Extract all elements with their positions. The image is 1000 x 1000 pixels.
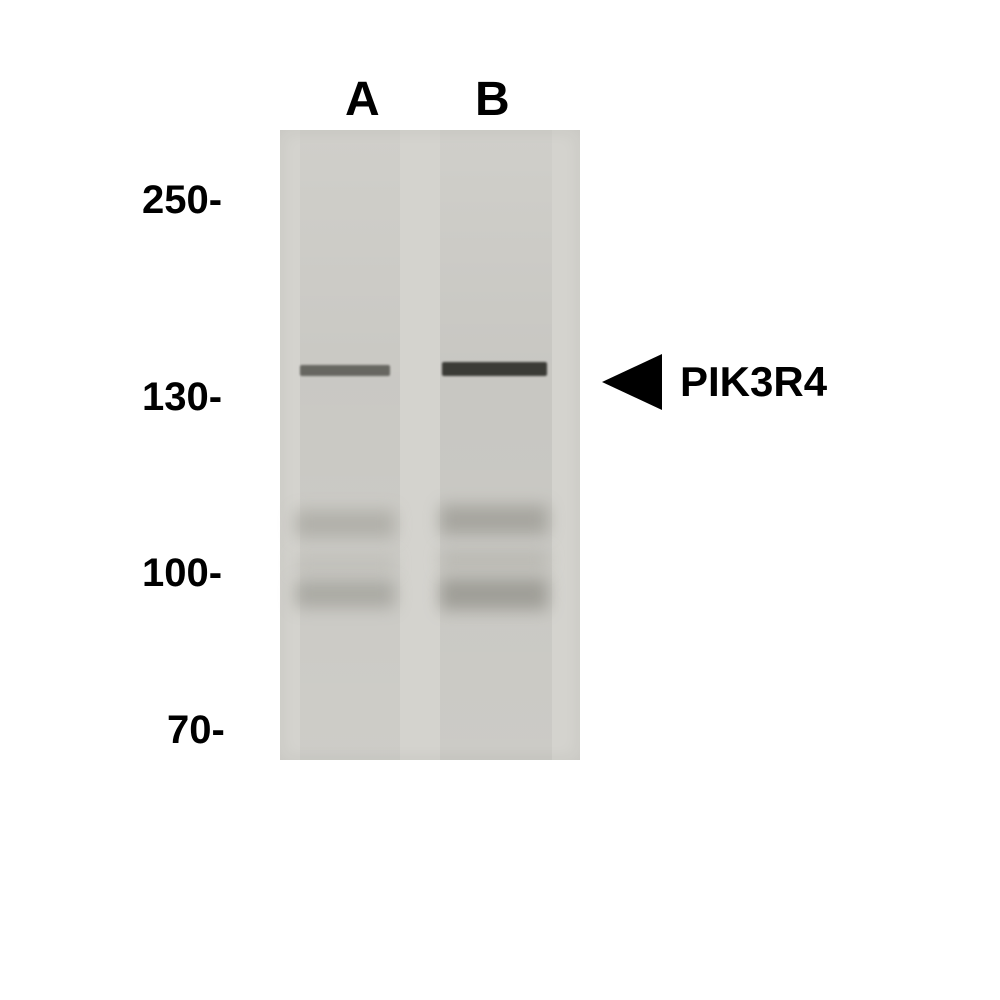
lane-streak-a bbox=[300, 130, 400, 760]
band-a-smear1 bbox=[295, 510, 395, 538]
marker-value: 70 bbox=[167, 708, 212, 752]
marker-100: 100- bbox=[142, 551, 222, 596]
blot-membrane bbox=[280, 130, 580, 760]
marker-250: 250- bbox=[142, 178, 222, 223]
marker-70: 70- bbox=[167, 708, 225, 753]
marker-value: 250 bbox=[142, 178, 209, 222]
band-a-smear3 bbox=[295, 580, 395, 608]
band-b-main bbox=[442, 362, 547, 376]
marker-130: 130- bbox=[142, 375, 222, 420]
target-arrow-icon bbox=[602, 354, 672, 410]
band-a-main bbox=[300, 365, 390, 376]
marker-value: 100 bbox=[142, 551, 209, 595]
band-b-smear3 bbox=[440, 578, 548, 610]
band-a-smear2 bbox=[295, 555, 395, 573]
lane-label-b: B bbox=[475, 72, 510, 127]
target-label: PIK3R4 bbox=[680, 358, 827, 406]
band-b-smear1 bbox=[440, 505, 548, 535]
lane-streak-b bbox=[440, 130, 552, 760]
lane-label-a: A bbox=[345, 72, 380, 127]
marker-value: 130 bbox=[142, 375, 209, 419]
band-b-smear2 bbox=[440, 550, 548, 570]
